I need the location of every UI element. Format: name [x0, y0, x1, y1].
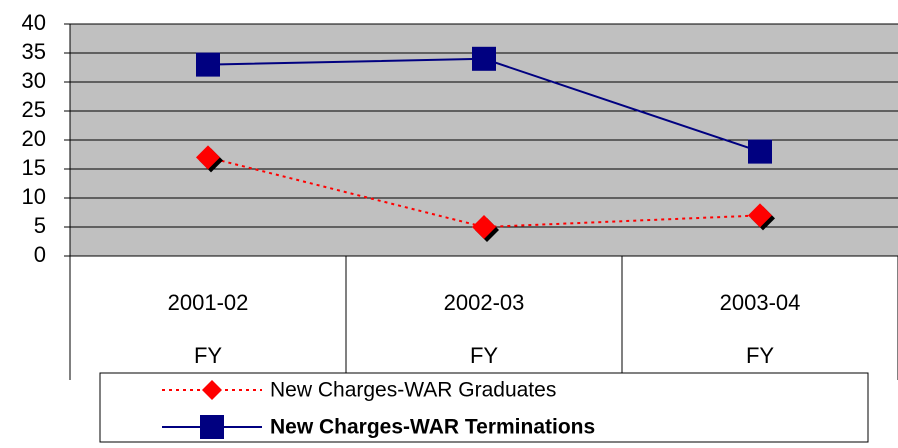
marker	[196, 52, 220, 77]
marker	[472, 46, 496, 71]
x-tick-label: 2003-04	[720, 290, 801, 315]
legend-item: New Charges-WAR Graduates	[162, 379, 556, 402]
y-tick-label: 5	[34, 213, 46, 238]
x-tick-label: FY	[194, 343, 222, 368]
legend-label: New Charges-WAR Terminations	[270, 416, 595, 439]
x-tick-label: FY	[470, 343, 498, 368]
y-tick-label: 10	[22, 184, 46, 209]
legend-marker	[202, 380, 222, 400]
legend-item: New Charges-WAR Terminations	[162, 415, 595, 439]
legend-box	[99, 372, 869, 443]
y-tick-label: 0	[34, 242, 46, 267]
y-tick-label: 40	[22, 10, 46, 35]
y-tick-label: 15	[22, 155, 46, 180]
x-tick-label: 2002-03	[444, 290, 525, 315]
marker	[472, 215, 496, 239]
legend-label: New Charges-WAR Graduates	[270, 379, 556, 402]
marker	[196, 145, 220, 170]
series	[196, 46, 772, 164]
y-tick-label: 30	[22, 68, 46, 93]
marker	[748, 139, 772, 164]
x-tick-label: FY	[746, 343, 774, 368]
y-tick-label: 20	[22, 126, 46, 151]
legend-marker	[200, 415, 224, 439]
y-tick-label: 35	[22, 39, 46, 64]
marker	[748, 203, 772, 228]
x-tick-label: 2001-02	[168, 290, 249, 315]
series	[196, 145, 775, 242]
y-tick-label: 25	[22, 97, 46, 122]
